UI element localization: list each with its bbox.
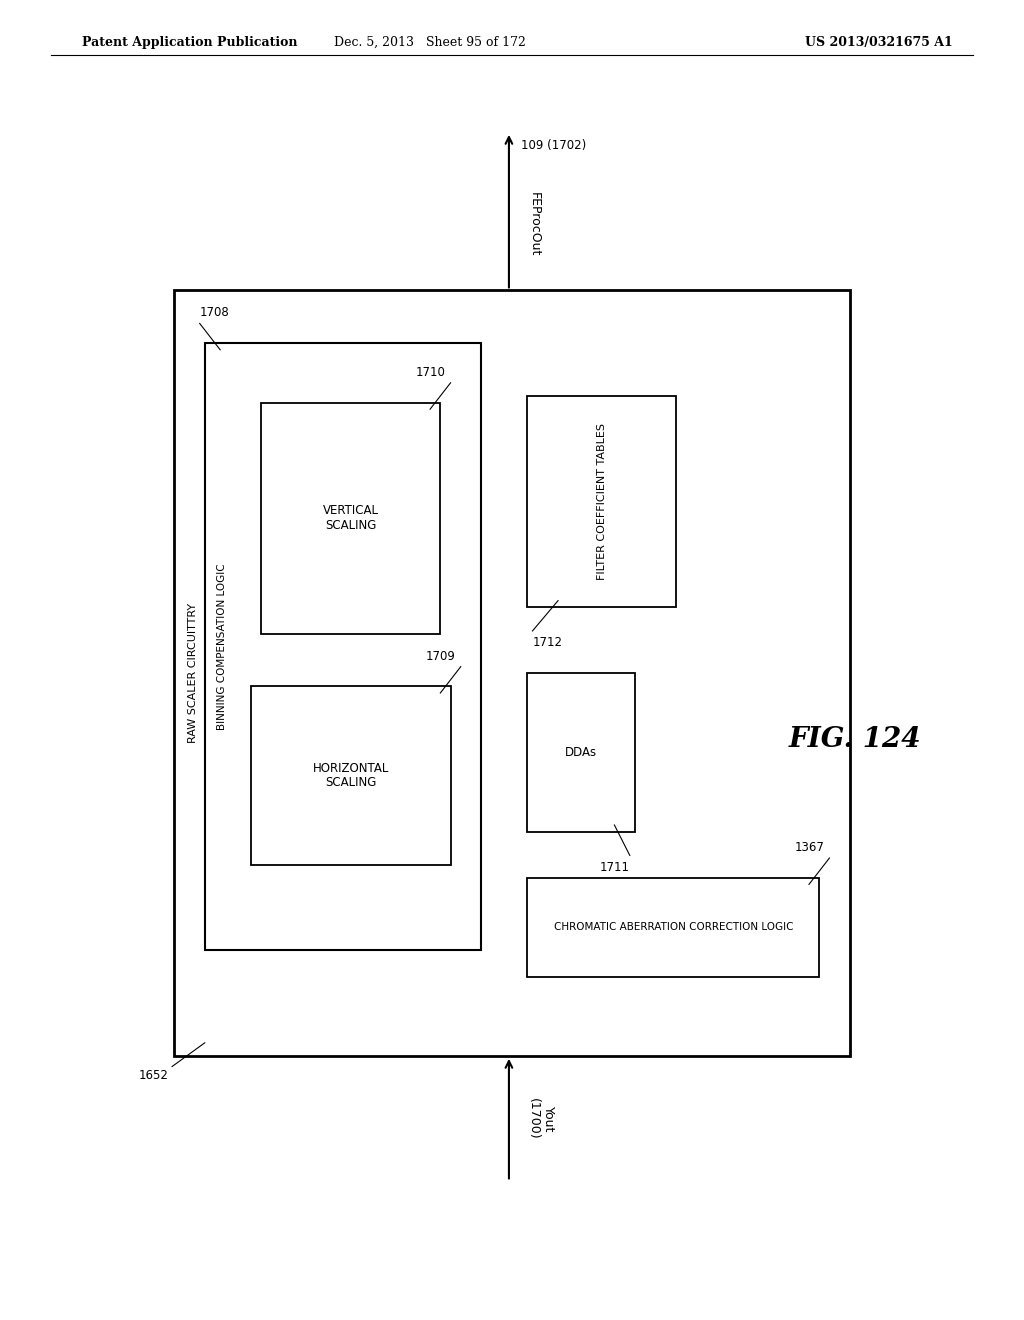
Text: 1652: 1652 [139,1069,169,1082]
Bar [527,878,819,977]
Text: 1710: 1710 [416,366,445,379]
Bar [527,396,676,607]
Text: 1708: 1708 [200,306,229,319]
Bar [261,403,440,634]
Text: 109 (1702): 109 (1702) [521,139,587,152]
Text: FEProcOut: FEProcOut [527,193,541,256]
Text: FIG. 124: FIG. 124 [788,726,922,752]
Text: 1709: 1709 [426,649,456,663]
Bar [527,673,635,832]
Bar [251,686,451,865]
Text: 1367: 1367 [795,841,824,854]
Text: RAW SCALER CIRCUITTRY: RAW SCALER CIRCUITTRY [187,603,198,743]
Text: VERTICAL
SCALING: VERTICAL SCALING [323,504,379,532]
Bar [205,343,481,950]
Text: 1712: 1712 [532,636,562,649]
Text: FILTER COEFFICIENT TABLES: FILTER COEFFICIENT TABLES [597,424,606,579]
Text: HORIZONTAL
SCALING: HORIZONTAL SCALING [312,762,389,789]
Text: DDAs: DDAs [565,746,597,759]
Text: Dec. 5, 2013   Sheet 95 of 172: Dec. 5, 2013 Sheet 95 of 172 [334,36,526,49]
Bar [174,290,850,1056]
Text: CHROMATIC ABERRATION CORRECTION LOGIC: CHROMATIC ABERRATION CORRECTION LOGIC [554,923,793,932]
Text: US 2013/0321675 A1: US 2013/0321675 A1 [805,36,952,49]
Text: Yout
(1700): Yout (1700) [527,1098,555,1139]
Text: 1711: 1711 [600,861,630,874]
Text: BINNING COMPENSATION LOGIC: BINNING COMPENSATION LOGIC [217,564,227,730]
Text: Patent Application Publication: Patent Application Publication [82,36,297,49]
